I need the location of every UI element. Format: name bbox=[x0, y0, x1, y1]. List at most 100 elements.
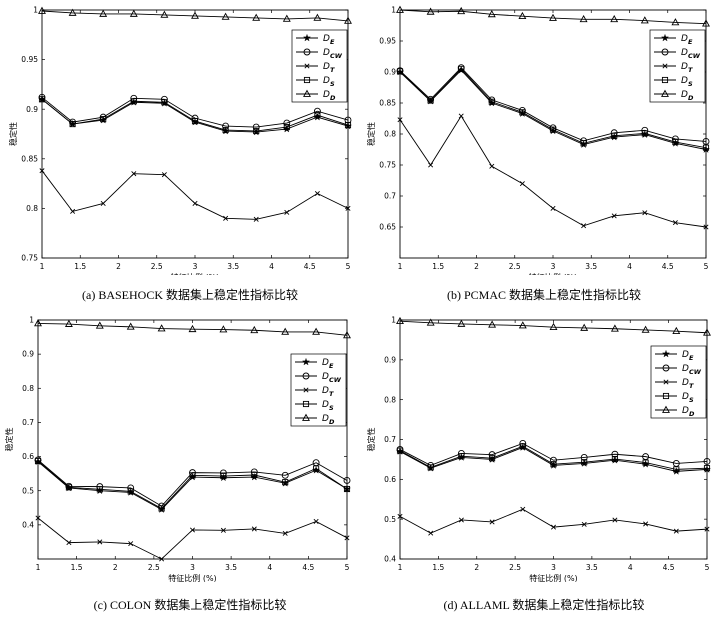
data-point-d-cw bbox=[550, 456, 557, 464]
y-tick-label: 0.7 bbox=[384, 192, 396, 201]
data-point-d-s bbox=[220, 472, 227, 480]
y-tick-label: 1 bbox=[391, 6, 396, 15]
data-point-d-d bbox=[396, 5, 404, 13]
data-point-d-d bbox=[610, 324, 619, 332]
data-point-d-d bbox=[34, 319, 42, 327]
data-point-d-s bbox=[396, 447, 404, 454]
legend: DE DCW DT DS DD bbox=[650, 345, 707, 419]
data-point-d-t bbox=[313, 518, 319, 524]
data-point-d-t bbox=[458, 517, 464, 523]
y-axis-label: 稳定性 bbox=[366, 122, 376, 146]
x-axis-label: 特征比例 (%) bbox=[529, 573, 577, 582]
data-point-d-s bbox=[127, 488, 134, 495]
data-point-d-s bbox=[458, 65, 465, 72]
y-tick-label: 0.9 bbox=[22, 350, 34, 359]
data-point-d-t bbox=[192, 200, 198, 206]
series-d-t bbox=[397, 113, 709, 230]
data-point-d-s bbox=[702, 144, 710, 151]
data-point-d-s bbox=[489, 455, 496, 462]
x-tick-label: 4.5 bbox=[662, 262, 674, 271]
data-point-d-t bbox=[70, 208, 76, 214]
legend-marker-d-e bbox=[301, 357, 311, 366]
data-point-d-s bbox=[189, 472, 196, 479]
data-point-d-t bbox=[520, 506, 526, 512]
x-tick-label: 2.5 bbox=[151, 262, 163, 271]
y-tick-label: 1 bbox=[29, 316, 34, 325]
data-point-d-s bbox=[253, 127, 260, 135]
data-point-d-d bbox=[126, 322, 135, 330]
data-point-d-t bbox=[489, 163, 495, 169]
data-point-d-d bbox=[221, 12, 230, 20]
data-point-d-s bbox=[581, 459, 588, 466]
y-tick-label: 0.75 bbox=[21, 254, 38, 263]
data-point-d-s bbox=[344, 122, 352, 129]
y-tick-label: 1 bbox=[33, 6, 38, 15]
data-point-d-d bbox=[281, 327, 290, 335]
data-point-d-cw bbox=[344, 116, 352, 124]
data-point-d-t bbox=[458, 113, 464, 119]
data-point-d-d bbox=[129, 9, 138, 17]
caption-c: (c) COLON 数据集上稳定性指标比较 bbox=[93, 598, 287, 612]
y-tick-label: 0.85 bbox=[21, 154, 38, 163]
data-point-d-cw bbox=[281, 471, 289, 479]
chart-panel-c: 1 1.5 2 2.5 3 3.5 4 4.5 5 0.4 0.5 0.6 0.7 0.8 0.9 1 特征比例… bbox=[0, 312, 360, 583]
series-line-d-d bbox=[399, 320, 708, 334]
x-tick-label: 2 bbox=[474, 563, 479, 572]
y-tick-label: 0.6 bbox=[22, 452, 34, 461]
legend: DE DCW DT DS DD bbox=[290, 353, 347, 427]
data-point-d-t bbox=[35, 515, 41, 521]
data-point-d-cw bbox=[702, 137, 710, 145]
x-axis-label: 特征比例 (%) bbox=[529, 272, 577, 275]
data-point-d-s bbox=[641, 130, 648, 137]
data-point-d-s bbox=[69, 121, 76, 128]
data-point-d-s bbox=[130, 98, 137, 105]
series-d-t bbox=[39, 168, 351, 222]
data-point-d-d bbox=[312, 327, 321, 335]
data-point-d-d bbox=[610, 14, 619, 23]
legend-marker-d-s bbox=[662, 392, 670, 400]
y-tick-label: 0.8 bbox=[26, 204, 38, 213]
y-axis-label: 稳定性 bbox=[4, 428, 14, 452]
x-tick-label: 2.5 bbox=[509, 262, 521, 271]
series-d-e bbox=[395, 443, 712, 475]
x-tick-label: 4.5 bbox=[304, 262, 316, 271]
x-tick-label: 3 bbox=[551, 262, 556, 271]
x-tick-label: 5 bbox=[705, 563, 710, 572]
data-point-d-s bbox=[191, 118, 199, 125]
data-point-d-d bbox=[313, 13, 322, 21]
legend-marker-d-e bbox=[660, 33, 670, 42]
data-point-d-t bbox=[642, 210, 648, 216]
data-point-d-cw bbox=[611, 450, 619, 458]
chart-b-svg: 1 1.5 2 2.5 3 3.5 4 4.5 5 0.65 0.7 0.75 0.8 0.85 0.9 0.… bbox=[366, 5, 711, 282]
y-tick-label: 0.7 bbox=[22, 418, 34, 427]
legend-label-d-cw: DCW bbox=[682, 364, 702, 376]
data-point-d-t bbox=[704, 526, 710, 532]
data-point-d-d bbox=[343, 331, 351, 339]
data-point-d-s bbox=[222, 126, 229, 134]
y-tick-label: 0.85 bbox=[379, 99, 396, 108]
series-d-s bbox=[396, 65, 710, 151]
x-tick-label: 3 bbox=[551, 563, 556, 572]
data-point-d-cw bbox=[580, 453, 588, 461]
data-point-d-s bbox=[313, 465, 320, 472]
legend-marker-d-s bbox=[661, 76, 669, 84]
y-axis-label: 稳定性 bbox=[8, 122, 18, 146]
x-tick-label: 1.5 bbox=[71, 563, 83, 572]
data-point-d-d bbox=[191, 11, 199, 19]
y-tick-label: 0.5 bbox=[384, 515, 396, 524]
data-point-d-d bbox=[282, 14, 291, 22]
data-point-d-s bbox=[458, 453, 465, 460]
data-point-d-d bbox=[426, 7, 435, 15]
legend-marker-d-d bbox=[303, 89, 311, 97]
legend-marker-d-d bbox=[662, 405, 670, 413]
series-line-d-d bbox=[37, 322, 348, 336]
data-point-d-d bbox=[188, 324, 197, 333]
data-point-d-s bbox=[519, 109, 526, 116]
data-point-d-t bbox=[489, 519, 495, 525]
data-point-d-t bbox=[159, 556, 165, 562]
series-line-d-t bbox=[41, 170, 349, 220]
data-point-d-s bbox=[100, 116, 107, 123]
data-point-d-t bbox=[581, 521, 587, 527]
y-tick-label: 0.6 bbox=[384, 475, 396, 484]
series-line-d-cw bbox=[37, 459, 348, 507]
